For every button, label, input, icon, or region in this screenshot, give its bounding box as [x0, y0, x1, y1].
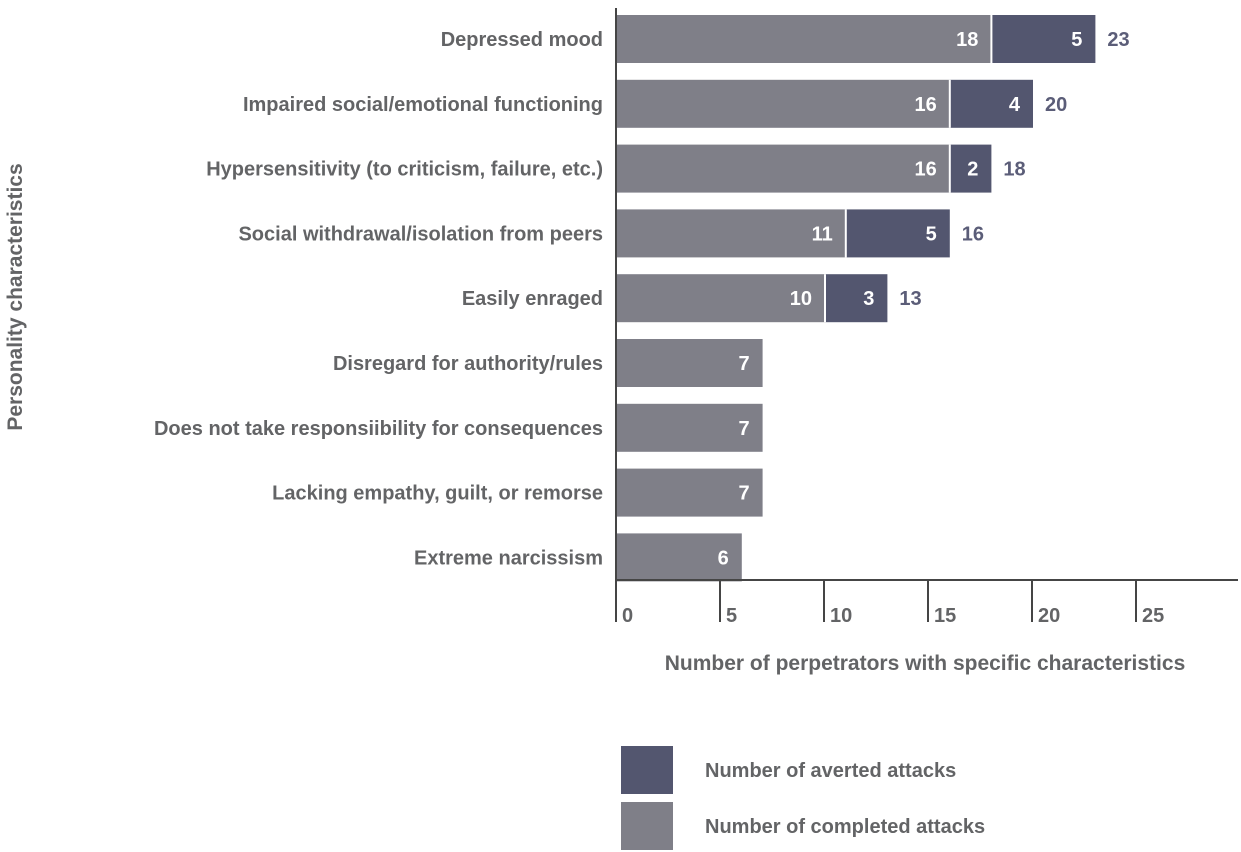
total-value-label: 23 — [1107, 29, 1129, 51]
bar-averted — [825, 274, 888, 323]
category-label: Extreme narcissism — [414, 547, 603, 569]
bar-completed — [617, 15, 992, 63]
category-label: Does not take responsiibility for conseq… — [154, 418, 603, 440]
category-label: Depressed mood — [441, 29, 603, 51]
segment-value-label: 7 — [738, 483, 749, 505]
segment-value-label: 16 — [915, 159, 937, 181]
x-tick-label: 0 — [622, 605, 633, 627]
x-tick-label: 25 — [1142, 605, 1164, 627]
segment-value-label: 16 — [915, 94, 937, 116]
segment-value-label: 10 — [790, 288, 812, 310]
category-label: Social withdrawal/isolation from peers — [238, 223, 603, 245]
total-value-label: 18 — [1003, 159, 1025, 181]
bars: 18 5 23 16 4 20 16 2 18 11 5 16 10 3 13 7 7 7 6 — [617, 15, 1130, 582]
segment-value-label: 4 — [1009, 94, 1021, 116]
segment-value-label: 3 — [863, 288, 874, 310]
category-label: Disregard for authority/rules — [333, 353, 603, 375]
bar-completed — [617, 339, 763, 387]
total-value-label: 20 — [1045, 94, 1067, 116]
legend: Number of averted attacks Number of compl… — [621, 746, 985, 850]
segment-value-label: 5 — [926, 223, 937, 245]
segment-value-label: 7 — [738, 418, 749, 440]
category-label: Lacking empathy, guilt, or remorse — [272, 483, 603, 505]
bar-averted — [949, 79, 1033, 128]
x-tick-label: 20 — [1038, 605, 1060, 627]
legend-label: Number of completed attacks — [705, 816, 985, 838]
bar-averted — [845, 209, 950, 258]
segment-value-label: 5 — [1071, 29, 1082, 51]
x-axis-title: Number of perpetrators with specific cha… — [665, 652, 1186, 675]
bar-completed — [617, 533, 742, 582]
bar-completed — [617, 79, 950, 128]
bar-completed — [617, 209, 846, 258]
legend-label: Number of averted attacks — [705, 760, 956, 782]
x-tick-label: 10 — [830, 605, 852, 627]
category-label: Easily enraged — [462, 288, 603, 310]
segment-value-label: 6 — [718, 547, 729, 569]
bar-averted — [991, 15, 1096, 63]
legend-swatch — [621, 802, 673, 850]
segment-value-label: 11 — [812, 223, 833, 245]
x-axis-ticks: 0 5 10 15 20 25 — [615, 580, 1164, 627]
y-axis-title: Personality characteristics — [4, 163, 27, 430]
total-value-label: 16 — [962, 223, 984, 245]
category-label: Impaired social/emotional functioning — [243, 94, 603, 116]
segment-value-label: 18 — [956, 29, 978, 51]
legend-swatch — [621, 746, 673, 794]
bar-completed — [617, 403, 763, 452]
bar-completed — [617, 274, 825, 323]
category-label: Hypersensitivity (to criticism, failure,… — [206, 159, 603, 181]
bar-completed — [617, 144, 950, 193]
x-tick-label: 5 — [726, 605, 737, 627]
category-labels: Depressed mood Impaired social/emotional … — [154, 29, 603, 569]
bar-completed — [617, 468, 763, 517]
total-value-label: 13 — [899, 288, 921, 310]
segment-value-label: 2 — [967, 159, 978, 181]
x-tick-label: 15 — [934, 605, 956, 627]
segment-value-label: 7 — [738, 353, 749, 375]
bar-averted — [949, 144, 992, 193]
